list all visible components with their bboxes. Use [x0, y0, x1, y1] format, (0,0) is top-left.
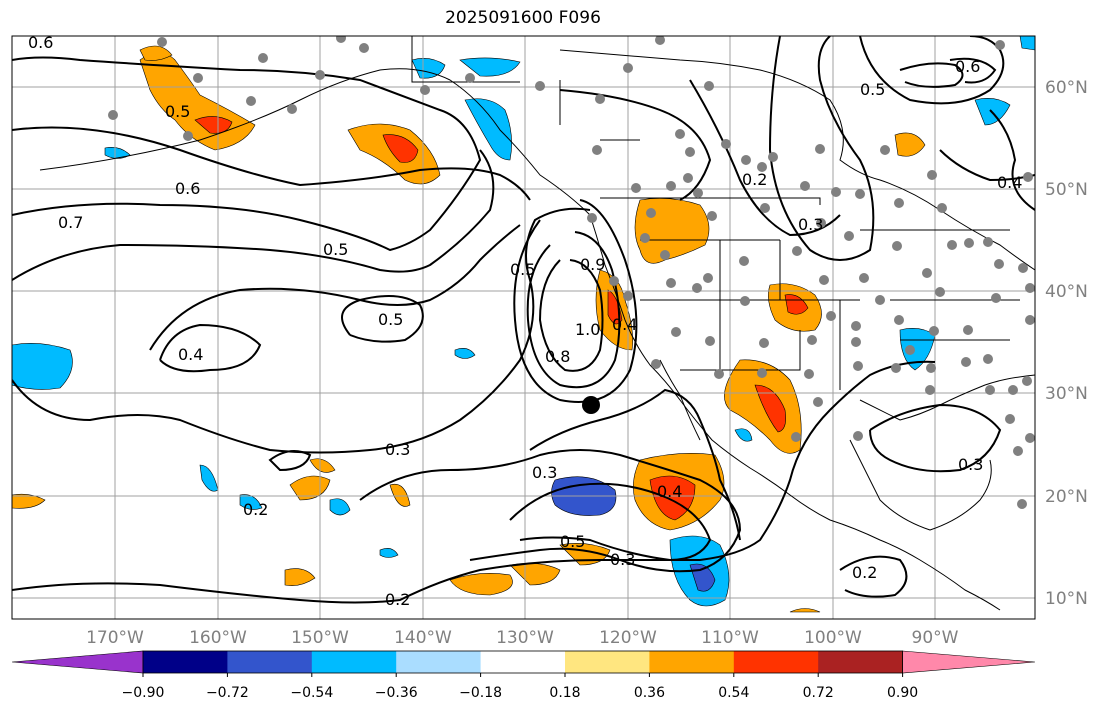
lon-label: 90°W	[912, 628, 959, 648]
lat-label: 60°N	[1045, 78, 1088, 98]
contour-label: 0.5	[860, 80, 885, 99]
lon-label: 110°W	[701, 628, 759, 648]
contour-label: 0.3	[958, 455, 983, 474]
contour-label: 1.0	[575, 320, 600, 339]
plot-area	[12, 36, 1035, 619]
colorbar-tick-label: 0.72	[803, 685, 834, 701]
colorbar-swatch	[818, 651, 904, 673]
colorbar-extend-low	[11, 650, 144, 674]
station-dots	[108, 36, 1035, 509]
contour-label: 0.6	[955, 57, 980, 76]
colorbar-swatch	[733, 651, 819, 673]
contour-label: 0.3	[532, 463, 557, 482]
contour-label: 0.4	[657, 482, 682, 501]
colorbar-swatch	[227, 651, 313, 673]
contour-label: 0.4	[178, 345, 203, 364]
lon-label: 130°W	[496, 628, 554, 648]
colorbar-tick-label: 0.36	[634, 685, 665, 701]
colorbar-extend-high	[902, 650, 1036, 674]
contour-label: 0.4	[997, 173, 1022, 192]
colorbar: −0.90 −0.72 −0.54 −0.36 −0.18 0.18 0.36 0.54 0.7…	[11, 650, 1036, 701]
lon-label: 170°W	[86, 628, 144, 648]
lon-label: 160°W	[189, 628, 247, 648]
contour-label: 0.3	[385, 440, 410, 459]
colorbar-outline	[142, 650, 903, 674]
lat-label: 40°N	[1045, 282, 1088, 302]
colorbar-tick-label: −0.18	[459, 685, 502, 701]
contour-label: 0.7	[58, 213, 83, 232]
graticule	[12, 36, 1035, 619]
lon-label: 150°W	[291, 628, 349, 648]
lon-label: 120°W	[599, 628, 657, 648]
contour-label: 0.4	[612, 315, 637, 334]
colorbar-swatch	[311, 651, 397, 673]
contour-label: 0.3	[610, 550, 635, 569]
colorbar-swatch	[480, 651, 566, 673]
colorbar-tick-label: −0.90	[122, 685, 165, 701]
colorbar-swatch	[565, 651, 650, 673]
colorbar-tick-label: 0.90	[887, 685, 918, 701]
contour-label: 0.5	[165, 102, 190, 121]
contour-label: 0.2	[742, 170, 767, 189]
contour-label: 0.2	[243, 500, 268, 519]
shaded-regions	[12, 36, 1035, 613]
lon-label: 100°W	[804, 628, 862, 648]
contour-label: 0.6	[175, 179, 200, 198]
contour-label: 0.5	[560, 532, 585, 551]
contour-label: 0.2	[385, 590, 410, 609]
colorbar-swatch	[143, 651, 228, 673]
plot-frame	[11, 35, 1036, 620]
page-title: 2025091600 F096	[445, 8, 601, 28]
contour-label: 0.5	[378, 310, 403, 329]
lat-label: 50°N	[1045, 180, 1088, 200]
storm-center-dot	[582, 396, 600, 414]
lat-label: 30°N	[1045, 384, 1088, 404]
lat-labels: 60°N 50°N 40°N 30°N 20°N 10°N	[1045, 78, 1088, 609]
contour-label: 0.2	[852, 563, 877, 582]
coastlines	[39, 36, 1035, 611]
contours	[12, 36, 1035, 604]
contour-label: 0.8	[545, 347, 570, 366]
contour-labels: 0.6 0.5 0.6 0.7 0.5 0.5 0.4 0.5 1.0 0.8 …	[28, 33, 1022, 609]
contour-label: 0.6	[28, 33, 53, 52]
lon-label: 140°W	[394, 628, 452, 648]
colorbar-tick-label: −0.54	[290, 685, 333, 701]
lat-label: 20°N	[1045, 487, 1088, 507]
colorbar-tick-label: 0.18	[549, 685, 580, 701]
contour-label: 0.9	[580, 255, 605, 274]
contour-label: 0.5	[510, 260, 535, 279]
contour-label: 0.3	[798, 215, 823, 234]
colorbar-swatch	[649, 651, 735, 673]
colorbar-swatch	[396, 651, 482, 673]
colorbar-tick-label: −0.36	[375, 685, 418, 701]
colorbar-tick-label: 0.54	[718, 685, 749, 701]
lon-labels: 170°W 160°W 150°W 140°W 130°W 120°W 110°…	[86, 628, 959, 648]
colorbar-tick-label: −0.72	[206, 685, 249, 701]
contour-label: 0.5	[323, 240, 348, 259]
lat-label: 10°N	[1045, 589, 1088, 609]
